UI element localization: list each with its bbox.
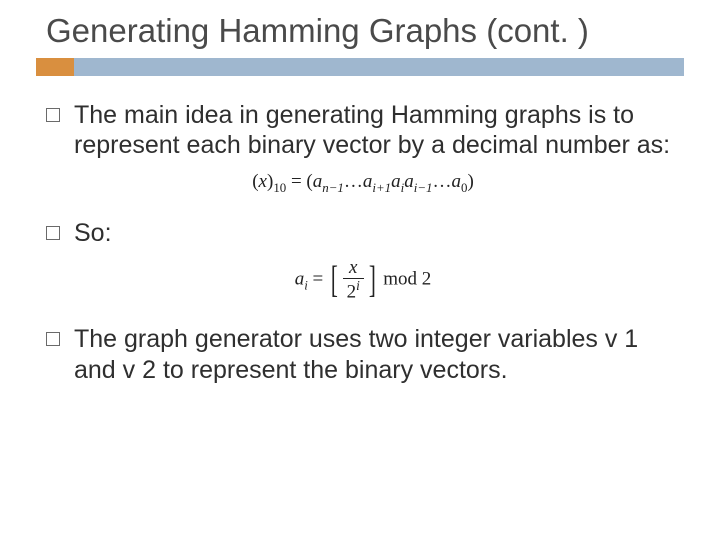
f1-x: x [259, 171, 267, 192]
f1-n1: n−1 [322, 180, 344, 195]
f2-rb: ] [369, 267, 376, 294]
f1-a1: a [313, 171, 323, 192]
f2-mod: mod [379, 269, 422, 290]
f1-im1: i−1 [414, 180, 433, 195]
bullet-3-text: The graph generator uses two integer var… [74, 324, 680, 385]
f1-d1: … [344, 171, 363, 192]
f2-den-sup: i [356, 278, 360, 293]
square-bullet-icon [46, 108, 60, 122]
formula-2-expr: a i = [x2i] mod 2 [295, 258, 432, 302]
f2-bracket: [x2i] [328, 258, 379, 302]
square-bullet-icon [46, 332, 60, 346]
f2-a: a [295, 269, 305, 290]
f1-a4: a [404, 171, 414, 192]
f1-a2: a [363, 171, 373, 192]
f1-ip1: i+1 [372, 180, 391, 195]
formula-2: a i = [x2i] mod 2 [46, 258, 680, 302]
slide-title: Generating Hamming Graphs (cont. ) [46, 12, 684, 50]
f1-a3: a [391, 171, 401, 192]
f1-eq: = ( [286, 171, 313, 192]
accent-orange [36, 58, 74, 76]
content-area: The main idea in generating Hamming grap… [36, 100, 684, 386]
slide: Generating Hamming Graphs (cont. ) The m… [0, 0, 720, 540]
accent-bar [36, 58, 684, 76]
square-bullet-icon [46, 226, 60, 240]
bullet-3: The graph generator uses two integer var… [46, 324, 680, 385]
f1-d2: … [432, 171, 451, 192]
f2-num: x [343, 258, 364, 279]
f1-10: 10 [273, 180, 286, 195]
f2-den-base: 2 [347, 282, 357, 303]
f2-lb: [ [331, 267, 338, 294]
f1-close: ) [467, 171, 473, 192]
bullet-2: So: [46, 218, 680, 249]
bullet-1-text: The main idea in generating Hamming grap… [74, 100, 680, 161]
f1-a5: a [451, 171, 461, 192]
bullet-1: The main idea in generating Hamming grap… [46, 100, 680, 161]
f2-two: 2 [422, 269, 432, 290]
accent-blue [74, 58, 684, 76]
formula-1-expr: (x)10 = (an−1…ai+1aiai−1…a0) [252, 171, 474, 196]
formula-1: (x)10 = (an−1…ai+1aiai−1…a0) [46, 171, 680, 196]
bullet-2-text: So: [74, 218, 112, 249]
f2-eq: = [308, 269, 328, 290]
f2-den: 2i [343, 279, 364, 302]
f2-frac: x2i [343, 258, 364, 302]
